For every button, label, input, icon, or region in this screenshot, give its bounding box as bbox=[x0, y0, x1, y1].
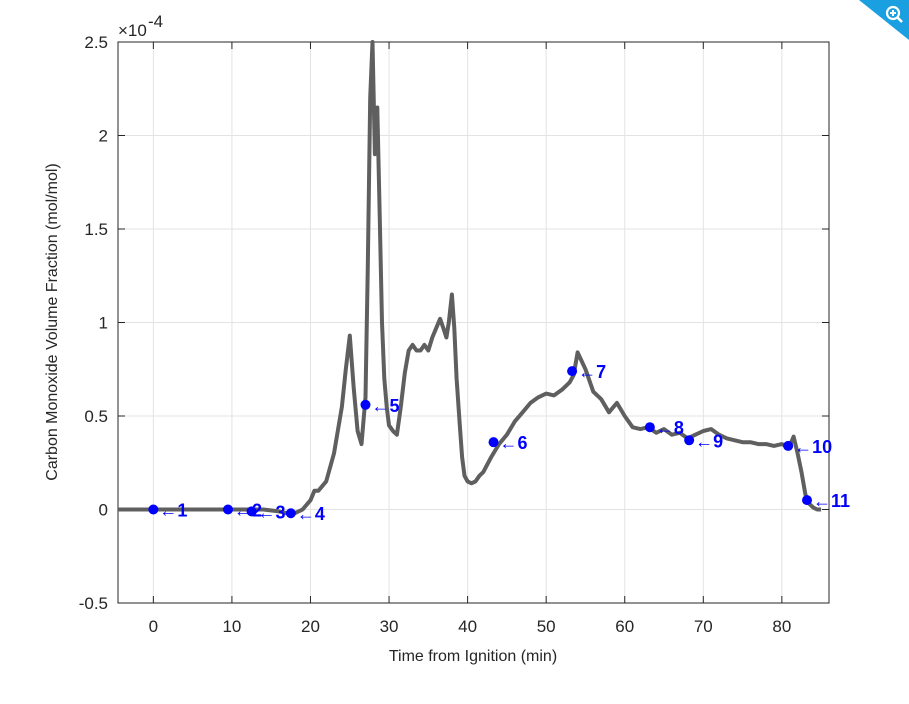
event-label-7: ←7 bbox=[578, 362, 606, 382]
x-axis-label: Time from Ignition (min) bbox=[389, 648, 557, 665]
event-marker-10 bbox=[783, 440, 794, 451]
x-tick-label: 60 bbox=[615, 617, 634, 636]
co-series-line bbox=[118, 40, 822, 516]
event-marker-11 bbox=[802, 495, 813, 506]
x-axis-ticks: 0 10 20 30 40 50 60 70 80 bbox=[149, 42, 791, 636]
y-tick-label: 2.5 bbox=[84, 33, 108, 52]
event-markers: ←1←2←3←4←5←6←7←8←9←10←11 bbox=[148, 362, 850, 524]
event-label-1: ←1 bbox=[159, 501, 187, 521]
event-marker-4 bbox=[285, 508, 296, 519]
x-tick-label: 80 bbox=[772, 617, 791, 636]
event-label-10: ←10 bbox=[794, 437, 832, 457]
zoom-in-badge[interactable] bbox=[849, 0, 909, 40]
event-marker-3 bbox=[246, 506, 257, 517]
y-exponent-power: -4 bbox=[148, 12, 163, 31]
event-marker-9 bbox=[684, 435, 695, 446]
zoom-in-icon bbox=[885, 5, 903, 23]
x-tick-label: 20 bbox=[301, 617, 320, 636]
y-tick-label: 2 bbox=[99, 127, 108, 146]
x-tick-label: 50 bbox=[537, 617, 556, 636]
x-tick-label: 0 bbox=[149, 617, 158, 636]
x-tick-label: 70 bbox=[694, 617, 713, 636]
y-tick-label: 0.5 bbox=[84, 407, 108, 426]
event-marker-7 bbox=[567, 366, 578, 377]
event-label-6: ←6 bbox=[500, 433, 528, 453]
y-axis-label: Carbon Monoxide Volume Fraction (mol/mol… bbox=[44, 163, 61, 480]
event-label-11: ←11 bbox=[813, 491, 850, 511]
event-marker-1 bbox=[148, 504, 159, 515]
y-tick-label: -0.5 bbox=[79, 594, 108, 613]
event-label-8: ←8 bbox=[656, 418, 684, 438]
y-tick-label: 1.5 bbox=[84, 220, 108, 239]
y-tick-label: 1 bbox=[99, 314, 108, 333]
event-label-5: ←5 bbox=[371, 396, 399, 416]
y-tick-label: 0 bbox=[99, 501, 108, 520]
event-marker-8 bbox=[644, 422, 655, 433]
x-tick-label: 10 bbox=[222, 617, 241, 636]
y-exponent-base: ×10 bbox=[118, 21, 147, 40]
y-axis-ticks: -0.5 0 0.5 1 1.5 2 2.5 bbox=[79, 33, 829, 613]
event-label-9: ←9 bbox=[695, 431, 723, 451]
badge-corner bbox=[859, 0, 909, 40]
x-tick-label: 30 bbox=[380, 617, 399, 636]
event-marker-6 bbox=[488, 437, 499, 448]
event-label-4: ←4 bbox=[297, 504, 325, 524]
x-tick-label: 40 bbox=[458, 617, 477, 636]
event-label-3: ←3 bbox=[258, 502, 286, 522]
event-marker-5 bbox=[360, 399, 371, 410]
event-marker-2 bbox=[222, 504, 233, 515]
